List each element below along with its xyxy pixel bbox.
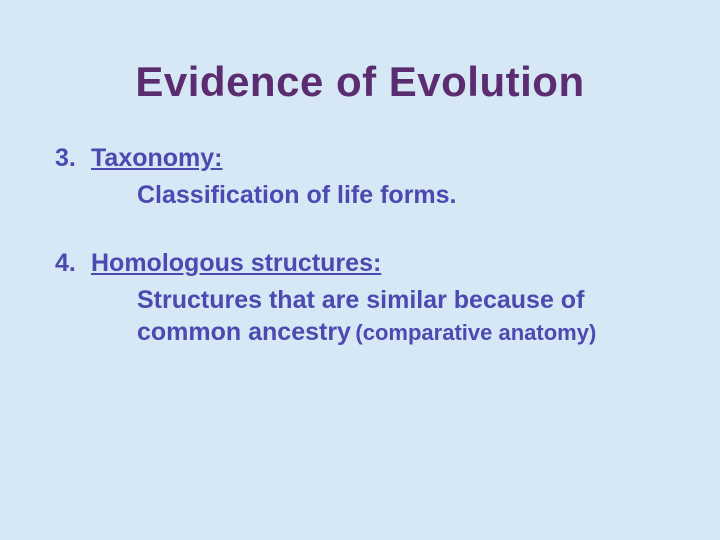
- item-paren: (comparative anatomy): [355, 320, 596, 345]
- item-heading: Homologous structures:: [91, 249, 381, 278]
- item-description-block: Classification of life forms.: [55, 179, 680, 211]
- item-description: Classification of life forms.: [137, 181, 457, 209]
- list-item: 4. Homologous structures: Structures tha…: [55, 249, 680, 348]
- item-header-line: 3. Taxonomy:: [55, 144, 680, 173]
- item-header-line: 4. Homologous structures:: [55, 249, 680, 278]
- item-heading: Taxonomy:: [91, 144, 223, 173]
- item-number: 4.: [55, 249, 91, 278]
- slide-title: Evidence of Evolution: [0, 0, 720, 106]
- list-item: 3. Taxonomy: Classification of life form…: [55, 144, 680, 211]
- item-description-block: Structures that are similar because of c…: [55, 284, 680, 348]
- item-number: 3.: [55, 144, 91, 173]
- content-area: 3. Taxonomy: Classification of life form…: [0, 144, 720, 348]
